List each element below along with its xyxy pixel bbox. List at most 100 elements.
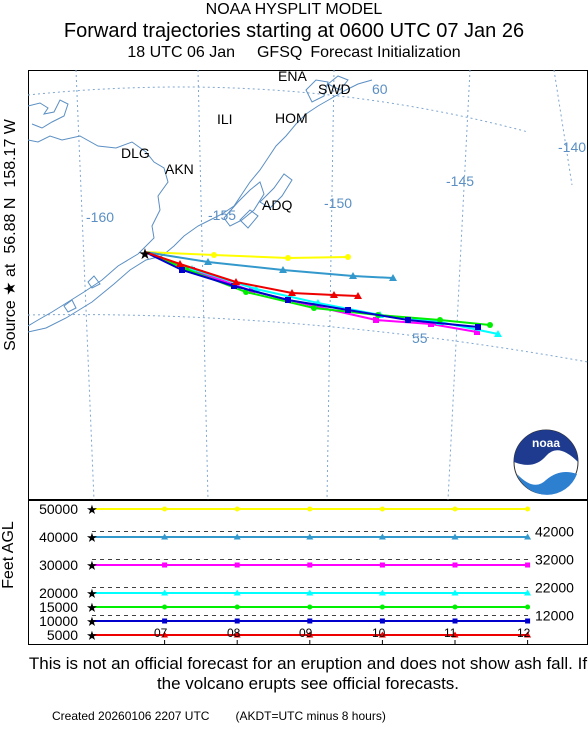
trajectory-marker <box>234 506 240 512</box>
source-star: ★ <box>86 600 98 615</box>
trajectory-marker <box>234 618 240 624</box>
trajectory-marker <box>161 589 169 596</box>
trajectory-marker <box>307 562 313 568</box>
meridian-155 <box>197 70 209 500</box>
altitude-tick-label: 20000 <box>39 585 78 601</box>
trajectory-marker <box>234 562 240 568</box>
init-label: Forecast Initialization <box>310 44 461 61</box>
trajectory-marker <box>524 589 532 596</box>
source-star: ★ <box>86 530 98 545</box>
altitude-tick-label: 50000 <box>39 501 78 517</box>
trajectory-marker <box>378 533 386 540</box>
trajectory-marker <box>162 506 168 512</box>
trajectory-marker <box>233 631 241 638</box>
time-tick-label: 09 <box>299 626 313 640</box>
trajectory-marker <box>373 317 379 323</box>
trajectory-marker <box>379 618 385 624</box>
trajectory-marker <box>437 317 443 323</box>
trajectory-marker <box>378 631 386 638</box>
lon-label: -160 <box>86 209 114 225</box>
source-star: ★ <box>86 586 98 601</box>
run-time: 18 UTC 06 Jan <box>127 44 235 61</box>
trajectory-marker <box>285 297 291 303</box>
trajectory-marker <box>451 589 459 596</box>
trajectory-marker <box>487 322 493 328</box>
trajectory-marker <box>525 604 531 610</box>
source-star: ★ <box>86 502 98 517</box>
place-label: AKN <box>165 161 194 177</box>
trajectory-marker <box>306 631 314 638</box>
source-star: ★ <box>86 628 98 643</box>
trajectory-marker <box>452 506 458 512</box>
grid-labels: -160 -155 -150 -145 -140 60 55 <box>86 81 586 346</box>
trajectory-marker <box>494 330 502 337</box>
trajectory-marker <box>307 618 313 624</box>
place-label: SWD <box>318 81 351 97</box>
trajectory-marker <box>525 618 531 624</box>
source-star: ★ <box>86 614 98 629</box>
altitude-tick-label: 40000 <box>39 529 78 545</box>
place-label: ENA <box>278 70 307 84</box>
source-lon: 158.17 W <box>2 119 19 188</box>
trajectory-marker <box>345 254 351 260</box>
trajectory-marker <box>233 533 241 540</box>
trajectory-marker <box>525 562 531 568</box>
trajectory-marker <box>428 321 434 327</box>
trajectory-paths <box>144 251 502 337</box>
trajectory-marker <box>162 618 168 624</box>
logo-text: noaa <box>532 436 560 450</box>
time-tick-label: 12 <box>517 626 531 640</box>
time-axis-labels: 07 08 09 10 11 12 <box>28 626 588 664</box>
altitude-tick-label: 15000 <box>39 599 78 615</box>
trajectory-marker <box>232 278 240 285</box>
disclaimer-text: This is not an official forecast for an … <box>28 654 588 693</box>
trajectory-marker <box>451 631 459 638</box>
trajectory-marker <box>311 305 317 311</box>
trajectory-marker <box>176 260 184 267</box>
lon-label: -155 <box>208 207 236 223</box>
trajectory-marker <box>161 533 169 540</box>
trajectory-marker <box>525 506 531 512</box>
lon-label: -150 <box>324 195 352 211</box>
timezone-note: (AKDT=UTC minus 8 hours) <box>235 709 386 723</box>
source-star: ★ <box>138 246 151 263</box>
trajectory-marker <box>452 562 458 568</box>
trajectory-marker <box>474 329 480 335</box>
trajectory-marker <box>354 292 362 299</box>
trajectory-marker <box>389 274 397 281</box>
parallel-60 <box>28 86 529 133</box>
trajectory-marker <box>211 252 217 258</box>
lon-label: 60 <box>372 81 388 97</box>
trajectory-marker <box>524 533 532 540</box>
trajectory-marker <box>307 604 313 610</box>
source-label: Source ★ at 56.88 N 158.17 W <box>0 119 20 351</box>
trajectory-marker <box>306 589 314 596</box>
trajectory-marker <box>162 562 168 568</box>
map-frame <box>28 70 588 500</box>
trajectory-marker <box>231 283 237 289</box>
trajectory-marker <box>379 604 385 610</box>
place-label: DLG <box>121 145 150 161</box>
altitude-right-ticks: 42000 32000 22000 12000 <box>535 523 574 623</box>
time-ticks <box>164 640 529 645</box>
trajectory-marker <box>452 604 458 610</box>
trajectory-marker <box>349 272 357 279</box>
altitude-panel: ★★★★★★★ 50000400003000020000150001000050… <box>28 500 588 645</box>
altitude-tick-label: 42000 <box>535 523 574 539</box>
trajectory-marker <box>279 266 287 273</box>
trajectory-marker <box>234 604 240 610</box>
trajectory-marker <box>378 589 386 596</box>
trajectory-title: Forward trajectories starting at 0600 UT… <box>63 20 525 42</box>
trajectory-marker <box>306 533 314 540</box>
source-star: ★ <box>86 558 98 573</box>
trajectory-marker <box>161 631 169 638</box>
meridian-150 <box>326 70 335 500</box>
place-label: ILI <box>217 111 233 127</box>
time-tick-label: 08 <box>227 626 241 640</box>
altitude-traces: ★★★★★★★ <box>86 502 532 643</box>
place-label: HOM <box>275 110 308 126</box>
trajectory-marker <box>288 289 296 296</box>
lon-label: -145 <box>446 173 474 189</box>
trajectory-marker <box>475 324 481 330</box>
